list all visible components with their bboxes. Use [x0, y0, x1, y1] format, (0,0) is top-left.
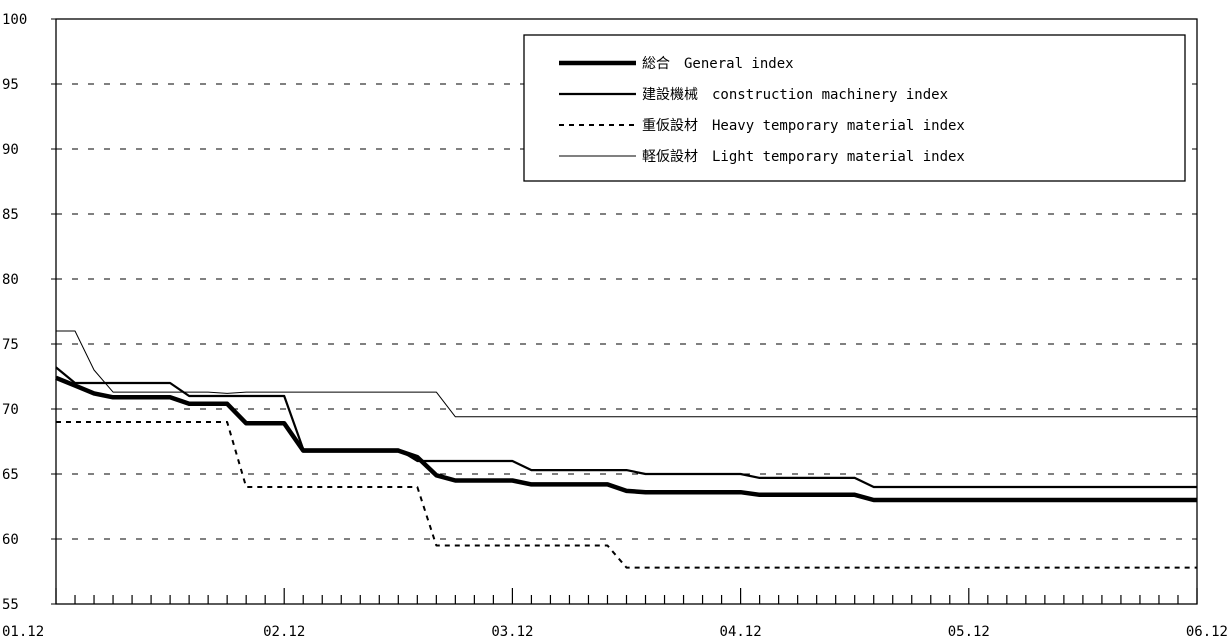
- y-tick-label: 60: [2, 532, 19, 548]
- y-tick-label: 70: [2, 402, 19, 418]
- x-tick-label: 04.12: [720, 624, 762, 640]
- series-line-4: [56, 330, 1197, 418]
- x-tick-label: 01.12: [2, 624, 44, 640]
- legend-label: 建設機械 construction machinery index: [642, 87, 948, 103]
- y-tick-label: 90: [2, 142, 19, 158]
- legend-box: [523, 34, 1186, 182]
- y-tick-label: 80: [2, 272, 19, 288]
- y-tick-label: 95: [2, 77, 19, 93]
- series-layer: [55, 330, 1197, 569]
- series-line-2: [55, 366, 1197, 489]
- x-tick-label: 05.12: [948, 624, 990, 640]
- x-tick-label: 02.12: [263, 624, 305, 640]
- x-tick-label: 03.12: [491, 624, 533, 640]
- y-tick-label: 55: [2, 597, 19, 613]
- legend-label: 重仮設材 Heavy temporary material index: [642, 118, 965, 134]
- legend-label: 総合 General index: [642, 56, 794, 72]
- y-tick-label: 65: [2, 467, 19, 483]
- y-tick-label: 100: [2, 12, 27, 28]
- x-tick-label: 06.12: [1186, 624, 1228, 640]
- axis-layer: 55 60 65 70 75 80 85 90 95 100 01.12 02.12 03.12 04.1…: [2, 12, 1228, 640]
- legend: 総合 General index 建設機械 construction machin…: [523, 34, 1186, 182]
- y-tick-label: 75: [2, 337, 19, 353]
- y-tick-label: 85: [2, 207, 19, 223]
- series-line-3: [56, 421, 1197, 569]
- legend-label: 軽仮設材 Light temporary material index: [642, 149, 965, 165]
- series-line-1: [55, 375, 1197, 503]
